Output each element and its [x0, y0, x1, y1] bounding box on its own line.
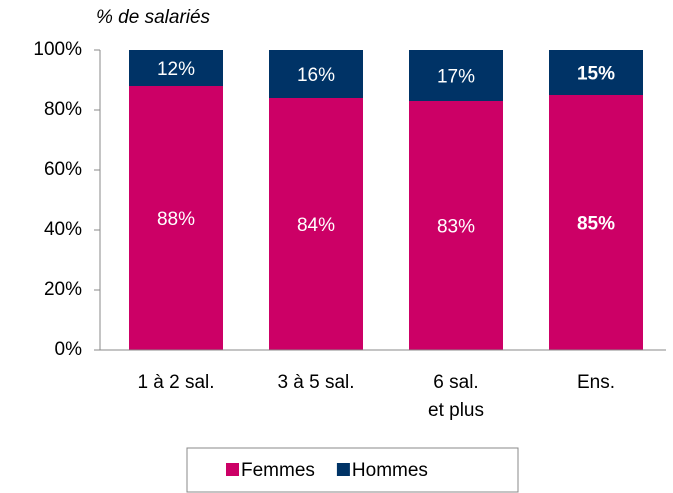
- legend-swatch: [226, 463, 239, 476]
- value-label: 15%: [577, 64, 615, 85]
- x-tick-line: 1 à 2 sal.: [137, 372, 214, 393]
- value-label: 85%: [577, 214, 615, 235]
- legend-label: Femmes: [241, 460, 315, 481]
- value-label: 83%: [437, 217, 475, 238]
- bar-segment: [269, 50, 363, 98]
- x-tick-line: 6 sal.: [433, 372, 478, 393]
- bar-segment: [129, 50, 223, 86]
- value-label: 88%: [157, 209, 195, 230]
- bar-segment: [409, 101, 503, 350]
- legend-swatch: [336, 463, 350, 476]
- y-tick-label: 0%: [55, 339, 83, 360]
- value-label: 17%: [437, 67, 475, 88]
- value-label: 16%: [297, 65, 335, 86]
- bar-segment: [129, 86, 223, 350]
- bar-segment: [409, 50, 503, 101]
- y-axis-title: % de salariés: [96, 7, 211, 28]
- bar-segment: [549, 50, 643, 95]
- x-tick-label: Ens.: [577, 372, 615, 393]
- x-tick-line: Ens.: [577, 372, 615, 393]
- y-tick-label: 100%: [33, 39, 82, 60]
- y-tick-label: 40%: [44, 219, 82, 240]
- bar-segment: [269, 98, 363, 350]
- value-label: 12%: [157, 59, 195, 80]
- y-tick-label: 60%: [44, 159, 82, 180]
- x-tick-label: 1 à 2 sal.: [137, 372, 214, 393]
- y-tick-label: 20%: [44, 279, 82, 300]
- y-tick-label: 80%: [44, 99, 82, 120]
- x-tick-line: et plus: [428, 400, 484, 421]
- x-tick-label: 6 sal. et plus: [428, 372, 484, 421]
- x-tick-line: 3 à 5 sal.: [277, 372, 354, 393]
- bar-segment: [549, 95, 643, 350]
- value-label: 84%: [297, 215, 335, 236]
- legend-box: [186, 447, 519, 493]
- legend-label: Hommes: [352, 460, 428, 481]
- x-tick-label: 3 à 5 sal.: [277, 372, 354, 393]
